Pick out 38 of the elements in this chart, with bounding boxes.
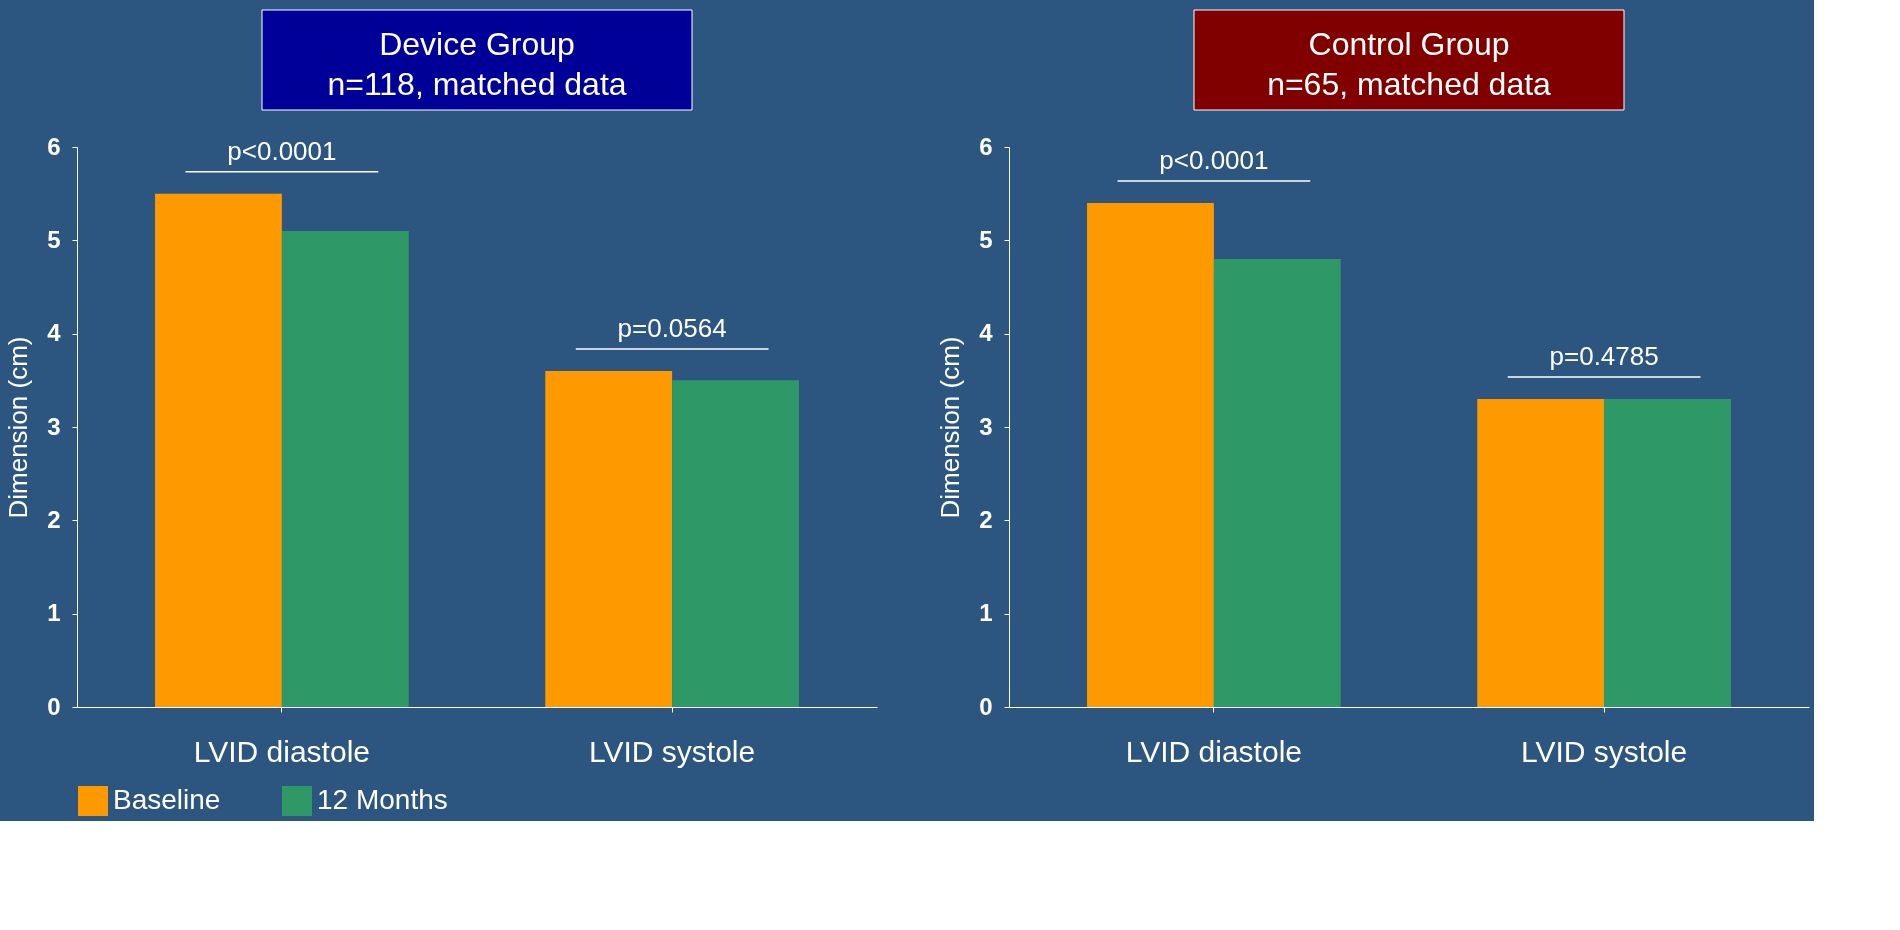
y-tick-label: 1 <box>47 599 61 627</box>
chart-title: Control Group <box>1308 26 1510 62</box>
y-axis-title: Dimension (cm) <box>3 336 34 519</box>
x-tick-label: LVID diastole <box>1125 734 1302 768</box>
annotation: p<0.0001 <box>227 135 337 166</box>
bar <box>1604 399 1731 707</box>
y-tick-label: 0 <box>47 692 61 720</box>
bar <box>1213 259 1341 707</box>
y-tick-label: 3 <box>47 412 61 440</box>
chart-subtitle: n=65, matched data <box>1267 66 1552 102</box>
legend-label: 12 Months <box>317 784 448 815</box>
bar <box>155 193 282 707</box>
y-tick-label: 4 <box>979 319 994 347</box>
bar <box>545 371 673 707</box>
chart-title: Device Group <box>379 26 575 62</box>
y-tick-label: 5 <box>47 225 61 253</box>
bar <box>672 380 799 707</box>
y-tick-label: 4 <box>47 319 62 347</box>
annotation: p=0.4785 <box>1549 341 1659 371</box>
bar <box>1477 399 1605 707</box>
y-tick-label: 3 <box>979 412 993 440</box>
legend-label: Baseline <box>113 784 221 815</box>
y-tick-label: 6 <box>47 132 61 160</box>
y-tick-label: 0 <box>979 692 993 720</box>
x-tick-label: LVID systole <box>589 734 756 768</box>
bar <box>281 231 409 707</box>
y-axis-title: Dimension (cm) <box>935 336 966 519</box>
x-tick-label: LVID systole <box>1521 734 1688 768</box>
y-tick-label: 2 <box>979 505 993 533</box>
y-tick-label: 5 <box>979 225 993 253</box>
annotation: p=0.0564 <box>617 313 727 343</box>
y-tick-label: 2 <box>47 505 61 533</box>
bar <box>1087 203 1214 707</box>
chart-subtitle: n=118, matched data <box>327 66 627 102</box>
y-tick-label: 1 <box>979 599 993 627</box>
annotation: p<0.0001 <box>1159 145 1269 175</box>
y-tick-label: 6 <box>979 132 993 160</box>
x-tick-label: LVID diastole <box>193 734 370 768</box>
